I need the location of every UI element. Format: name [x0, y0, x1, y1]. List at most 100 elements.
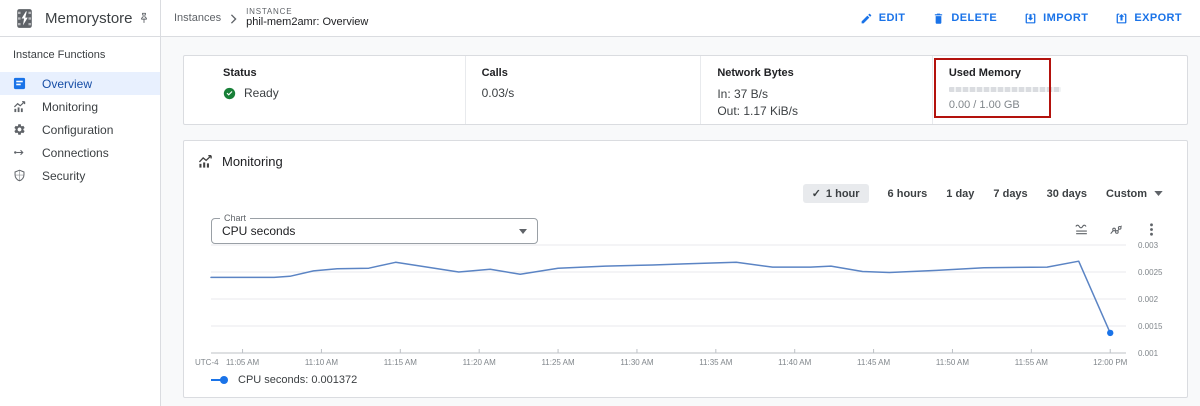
- monitoring-title: Monitoring: [222, 154, 283, 169]
- chevron-down-icon: [1154, 191, 1163, 196]
- sidebar-item-overview[interactable]: Overview: [0, 72, 160, 95]
- monitoring-card: Monitoring ✓ 1 hour 6 hours 1 day 7 days…: [183, 140, 1188, 398]
- chevron-down-icon: [519, 229, 527, 234]
- x-tick-label: 11:45 AM: [857, 358, 891, 367]
- pin-icon[interactable]: [138, 12, 150, 24]
- more-options-icon[interactable]: [1144, 222, 1159, 237]
- cpu-seconds-line: [210, 260, 1111, 334]
- check-icon: ✓: [811, 188, 821, 200]
- product-name: Memorystore: [45, 9, 133, 27]
- monitoring-section-header: Monitoring: [184, 141, 1187, 169]
- configuration-icon: [13, 123, 27, 137]
- top-header: Memorystore Instances INSTANCE phil-mem2…: [0, 0, 1200, 37]
- chart-select-value: CPU seconds: [222, 224, 296, 238]
- time-range-7-days[interactable]: 7 days: [993, 188, 1027, 200]
- y-tick-label: 0.0015: [1138, 322, 1163, 331]
- edit-button[interactable]: EDIT: [860, 12, 906, 25]
- time-range-label: 1 day: [946, 187, 975, 200]
- sidebar-nav: Overview Monitoring Configuration Connec…: [0, 72, 160, 187]
- action-button-label: EXPORT: [1134, 12, 1182, 24]
- time-range-6-hours[interactable]: 6 hours: [888, 188, 928, 200]
- last-point-dot: [1107, 329, 1114, 337]
- status-value: Ready: [244, 86, 279, 100]
- delete-icon: [932, 12, 945, 25]
- status-value-row: Ready: [223, 86, 449, 100]
- timezone-label: UTC-4: [195, 358, 219, 367]
- chart-legend-item[interactable]: CPU seconds: 0.001372: [211, 374, 357, 386]
- status-column: Status Ready: [184, 56, 465, 124]
- memory-usage-bar: [948, 87, 1061, 92]
- time-range-1-day[interactable]: 1 day: [946, 188, 974, 200]
- memorystore-logo-icon: [12, 6, 37, 31]
- sidebar-section-label: Instance Functions: [13, 49, 106, 61]
- breadcrumb: Instances INSTANCE phil-mem2amr: Overvie…: [161, 7, 368, 30]
- monitoring-icon: [13, 100, 27, 114]
- calls-label: Calls: [481, 67, 508, 79]
- action-button-label: EDIT: [878, 12, 906, 24]
- y-tick-label: 0.001: [1138, 349, 1159, 358]
- sidebar-item-label: Overview: [42, 76, 93, 91]
- sidebar: Instance Functions Overview Monitoring C…: [0, 37, 161, 406]
- calls-column: Calls 0.03/s: [464, 56, 701, 124]
- sidebar-item-connections[interactable]: Connections: [0, 141, 160, 164]
- edit-icon: [860, 12, 873, 25]
- sidebar-item-configuration[interactable]: Configuration: [0, 118, 160, 141]
- cpu-seconds-chart[interactable]: 0.003 0.0025 0.002 0.0015 0.001 11:05 AM 11:10…: [194, 237, 1179, 376]
- x-tick-label: 11:50 AM: [936, 358, 970, 367]
- export-button[interactable]: EXPORT: [1115, 12, 1182, 25]
- sidebar-item-label: Configuration: [42, 122, 114, 137]
- x-tick-label: 11:55 AM: [1015, 358, 1049, 367]
- time-range-label: Custom: [1106, 187, 1147, 200]
- x-tick-label: 11:20 AM: [463, 358, 497, 367]
- time-range-label: 30 days: [1046, 187, 1088, 200]
- status-label: Status: [223, 67, 257, 79]
- action-button-label: IMPORT: [1043, 12, 1089, 24]
- smoothing-icon[interactable]: [1074, 222, 1089, 237]
- x-tick-label: 11:35 AM: [699, 358, 733, 367]
- main-content: Status Ready Calls 0.03/s Network Bytes …: [161, 37, 1200, 406]
- time-range-label: 6 hours: [887, 187, 928, 200]
- y-tick-label: 0.0025: [1138, 268, 1163, 277]
- breadcrumb-instances-link[interactable]: Instances: [174, 12, 222, 24]
- export-icon: [1115, 12, 1128, 25]
- check-circle-icon: [223, 87, 236, 100]
- legend-marker-icon: [211, 376, 229, 384]
- network-out-value: Out: 1.17 KiB/s: [717, 104, 799, 119]
- used-memory-value: 0.00 / 1.00 GB: [948, 99, 1020, 111]
- sidebar-item-label: Monitoring: [42, 99, 99, 114]
- x-tick-label: 11:15 AM: [384, 358, 418, 367]
- breadcrumb-title: phil-mem2amr: Overview: [246, 16, 369, 29]
- time-range-label: 7 days: [993, 187, 1028, 200]
- action-button-label: DELETE: [951, 12, 998, 24]
- chart-select-label: Chart: [220, 213, 251, 223]
- sidebar-item-security[interactable]: Security: [0, 164, 160, 187]
- x-tick-label: 12:00 PM: [1093, 358, 1128, 367]
- x-tick-label: 11:05 AM: [226, 358, 260, 367]
- sidebar-item-monitoring[interactable]: Monitoring: [0, 95, 160, 118]
- time-range-selector: ✓ 1 hour 6 hours 1 day 7 days 30 days Cu…: [802, 184, 1163, 203]
- time-range-1-hour[interactable]: ✓ 1 hour: [802, 184, 869, 203]
- x-tick-label: 11:10 AM: [305, 358, 339, 367]
- y-tick-label: 0.002: [1138, 295, 1159, 304]
- time-range-custom[interactable]: Custom: [1106, 188, 1163, 200]
- legend-label: CPU seconds: 0.001372: [238, 374, 358, 386]
- chart-mode-icon[interactable]: [1109, 222, 1124, 237]
- breadcrumb-kicker: INSTANCE: [246, 6, 293, 16]
- chevron-right-icon: [230, 13, 237, 24]
- x-tick-label: 11:40 AM: [778, 358, 812, 367]
- time-range-30-days[interactable]: 30 days: [1047, 188, 1087, 200]
- logo-area: Memorystore: [0, 0, 161, 36]
- header-actions: EDIT DELETE IMPORT EXPORT: [860, 12, 1200, 25]
- sidebar-item-label: Connections: [42, 145, 109, 160]
- overview-icon: [13, 77, 27, 91]
- delete-button[interactable]: DELETE: [932, 12, 997, 25]
- used-memory-column: Used Memory 0.00 / 1.00 GB: [931, 56, 1187, 124]
- y-tick-label: 0.003: [1138, 241, 1159, 250]
- time-range-label: 1 hour: [825, 187, 860, 200]
- network-bytes-label: Network Bytes: [717, 67, 794, 79]
- status-summary-card: Status Ready Calls 0.03/s Network Bytes …: [183, 55, 1188, 125]
- import-button[interactable]: IMPORT: [1024, 12, 1088, 25]
- chart-metric-select[interactable]: Chart CPU seconds: [211, 213, 538, 244]
- used-memory-label: Used Memory: [948, 67, 1021, 79]
- breadcrumb-current: INSTANCE phil-mem2amr: Overview: [246, 7, 368, 30]
